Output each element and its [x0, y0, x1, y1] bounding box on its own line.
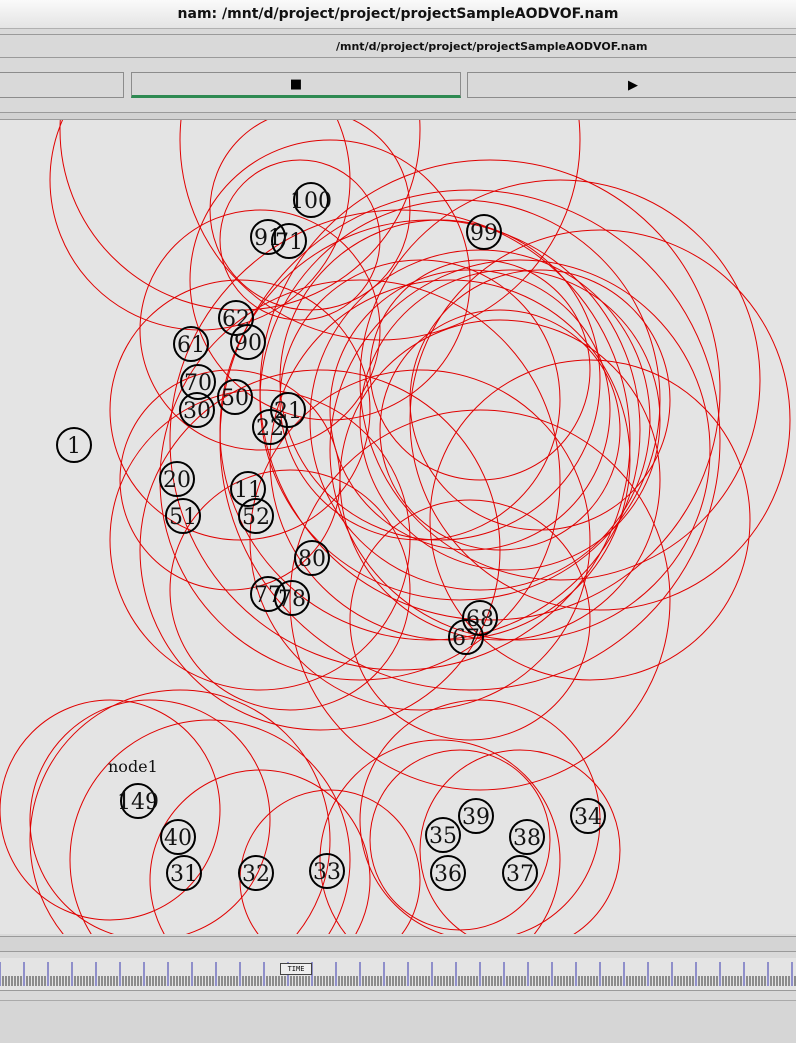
- network-node[interactable]: 61: [174, 327, 208, 361]
- range-circle: [70, 720, 350, 934]
- node-id-label: 34: [574, 805, 602, 830]
- node-id-label: 52: [242, 505, 270, 530]
- network-node[interactable]: 21: [271, 393, 305, 427]
- network-node[interactable]: 52: [239, 499, 273, 533]
- toolbar-separator: [0, 112, 796, 120]
- network-node[interactable]: 80: [295, 541, 329, 575]
- node-id-label: 100: [290, 189, 332, 214]
- rewind-button[interactable]: [0, 72, 124, 98]
- range-circle: [310, 250, 650, 590]
- stop-icon: ■: [290, 77, 302, 92]
- node-id-label: 68: [466, 607, 494, 632]
- node-id-label: 61: [177, 333, 205, 358]
- node-id-label: 35: [429, 824, 457, 849]
- node-id-label: 51: [169, 505, 197, 530]
- time-slider-thumb[interactable]: TIME: [280, 963, 312, 975]
- node-id-label: 20: [163, 468, 191, 493]
- network-node[interactable]: 71: [272, 224, 306, 258]
- node-id-label: 38: [513, 826, 541, 851]
- network-canvas-svg: node1 110091716261 90705030222120 1151 5280…: [0, 120, 796, 934]
- network-node[interactable]: 33: [310, 854, 344, 888]
- range-circle: [150, 770, 370, 934]
- timeline-ticks: [0, 958, 796, 990]
- status-bar: [0, 1000, 796, 1043]
- network-node[interactable]: 100: [290, 183, 332, 217]
- play-button[interactable]: ▶: [467, 72, 796, 98]
- node-id-label: 62: [222, 307, 250, 332]
- range-circle: [360, 270, 660, 570]
- node-id-label: 90: [234, 331, 262, 356]
- node-id-label: 30: [183, 399, 211, 424]
- range-circle: [330, 260, 710, 640]
- node-id-label: 32: [242, 862, 270, 887]
- network-node[interactable]: 78: [275, 581, 309, 615]
- range-circle: [30, 700, 270, 934]
- network-node[interactable]: 34: [571, 799, 605, 833]
- node-id-label: 33: [313, 860, 341, 885]
- network-node[interactable]: 99: [467, 215, 501, 249]
- node-id-label: 31: [170, 862, 198, 887]
- network-node[interactable]: 20: [160, 462, 194, 496]
- node-id-label: 50: [221, 386, 249, 411]
- nodes-layer: 110091716261 90705030222120 1151 5280777899…: [57, 183, 605, 890]
- file-path-bar: /mnt/d/project/project/projectSampleAODV…: [0, 34, 796, 58]
- network-node[interactable]: 30: [180, 393, 214, 427]
- playback-toolbar: ■ ▶: [0, 70, 796, 104]
- file-path-label: /mnt/d/project/project/projectSampleAODV…: [336, 40, 647, 53]
- stop-button[interactable]: ■: [131, 72, 461, 98]
- play-icon: ▶: [628, 78, 638, 93]
- network-node[interactable]: 35: [426, 818, 460, 852]
- network-node[interactable]: 40: [161, 820, 195, 854]
- network-node[interactable]: 38: [510, 820, 544, 854]
- network-node[interactable]: 68: [463, 601, 497, 635]
- node-annotation-label: node1: [108, 757, 158, 776]
- network-node[interactable]: 51: [166, 499, 200, 533]
- network-animation-canvas[interactable]: node1 1 100 91 71 62 61 90 70 50 30 22 21 20 11 51 52 80…: [0, 120, 796, 934]
- node-id-label: 1: [67, 434, 81, 459]
- timeline-slider[interactable]: TIME: [0, 958, 796, 991]
- network-node[interactable]: 37: [503, 856, 537, 890]
- node-id-label: 36: [434, 862, 462, 887]
- node-id-label: 78: [278, 587, 306, 612]
- network-node[interactable]: 1: [57, 428, 91, 462]
- network-node[interactable]: 149: [117, 784, 159, 818]
- range-circle: [50, 120, 350, 330]
- window-title-bar: nam: /mnt/d/project/project/projectSampl…: [0, 0, 796, 29]
- node-id-label: 40: [164, 826, 192, 851]
- network-node[interactable]: 50: [218, 380, 252, 414]
- range-circle: [270, 280, 630, 640]
- node-id-label: 149: [117, 790, 159, 815]
- network-node[interactable]: 90: [231, 325, 265, 359]
- range-circle: [380, 310, 620, 550]
- node-id-label: 39: [462, 805, 490, 830]
- node-id-label: 99: [470, 221, 498, 246]
- node-id-label: 71: [275, 230, 303, 255]
- network-node[interactable]: 31: [167, 856, 201, 890]
- network-node[interactable]: 39: [459, 799, 493, 833]
- network-node[interactable]: 32: [239, 856, 273, 890]
- node-id-label: 37: [506, 862, 534, 887]
- node-id-label: 21: [274, 399, 302, 424]
- node-id-label: 80: [298, 547, 326, 572]
- window-title: nam: /mnt/d/project/project/projectSampl…: [178, 6, 619, 22]
- network-node[interactable]: 36: [431, 856, 465, 890]
- range-circle: [340, 320, 660, 640]
- canvas-bottom-separator: [0, 936, 796, 952]
